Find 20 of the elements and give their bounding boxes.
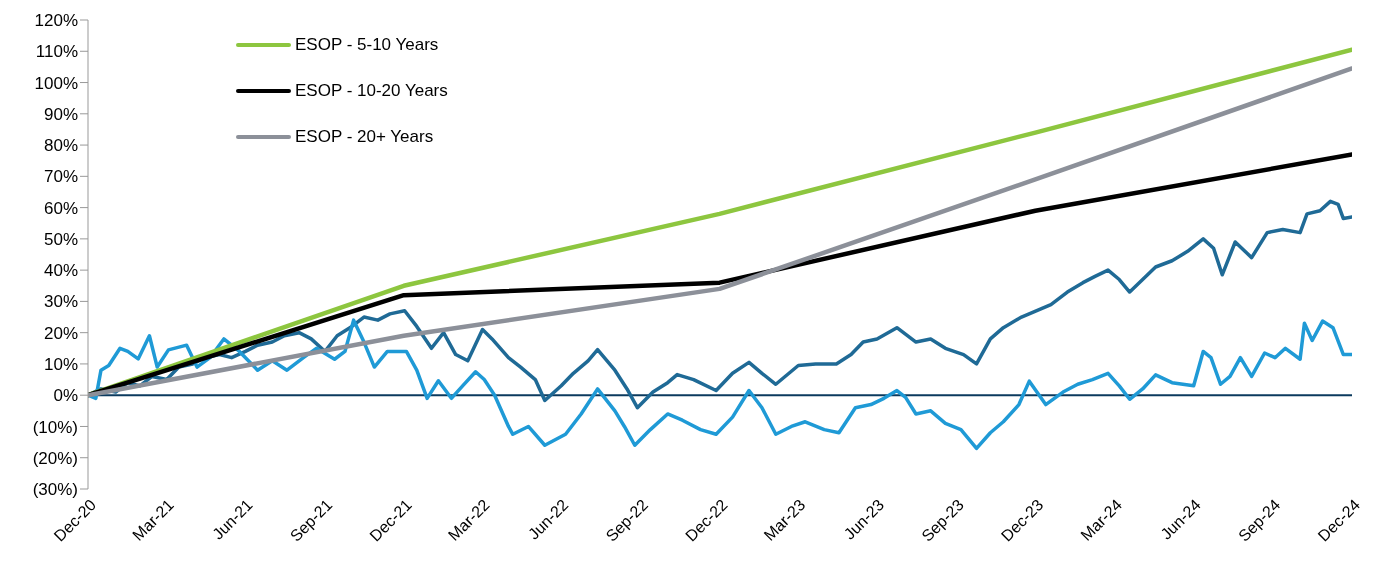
legend-label: ESOP - 10-20 Years [295,81,448,101]
y-tick-label: 120% [34,11,78,31]
line-series [88,318,1352,451]
y-tick-label: 60% [43,198,78,218]
y-tick-label: 10% [43,354,78,374]
legend-label: ESOP - 5-10 Years [295,35,439,55]
y-tick-label: 0% [53,386,78,406]
y-tick-label: 110% [35,42,78,62]
y-tick-label: (10%) [32,417,78,437]
y-tick-label: 30% [43,292,78,312]
y-tick-label: 40% [43,261,78,281]
legend-label: ESOP - 20+ Years [295,127,434,147]
y-tick-label: 20% [43,323,78,343]
y-tick-label: (30%) [32,480,78,500]
y-tick-label: 50% [43,229,78,249]
y-tick-label: (20%) [32,448,78,468]
y-tick-label: 90% [43,104,78,124]
y-tick-label: 80% [43,136,78,156]
y-tick-label: 70% [43,167,78,187]
y-tick-label: 100% [34,73,78,93]
